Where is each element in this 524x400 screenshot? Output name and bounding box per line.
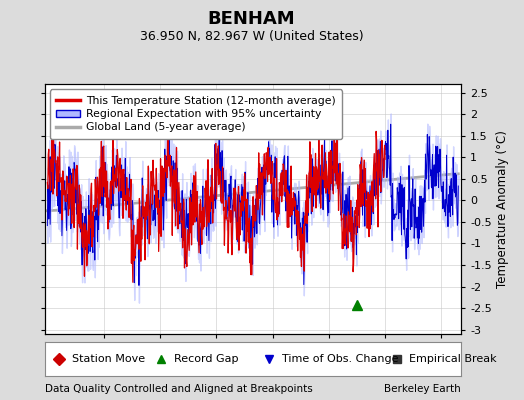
Y-axis label: Temperature Anomaly (°C): Temperature Anomaly (°C) [496,130,509,288]
Text: Data Quality Controlled and Aligned at Breakpoints: Data Quality Controlled and Aligned at B… [45,384,312,394]
Text: Empirical Break: Empirical Break [409,354,497,364]
Text: Station Move: Station Move [72,354,145,364]
Text: 36.950 N, 82.967 W (United States): 36.950 N, 82.967 W (United States) [140,30,363,43]
Legend: This Temperature Station (12-month average), Regional Expectation with 95% uncer: This Temperature Station (12-month avera… [50,90,342,139]
Text: Time of Obs. Change: Time of Obs. Change [282,354,398,364]
Text: BENHAM: BENHAM [208,10,296,28]
Text: Berkeley Earth: Berkeley Earth [385,384,461,394]
Text: Record Gap: Record Gap [173,354,238,364]
